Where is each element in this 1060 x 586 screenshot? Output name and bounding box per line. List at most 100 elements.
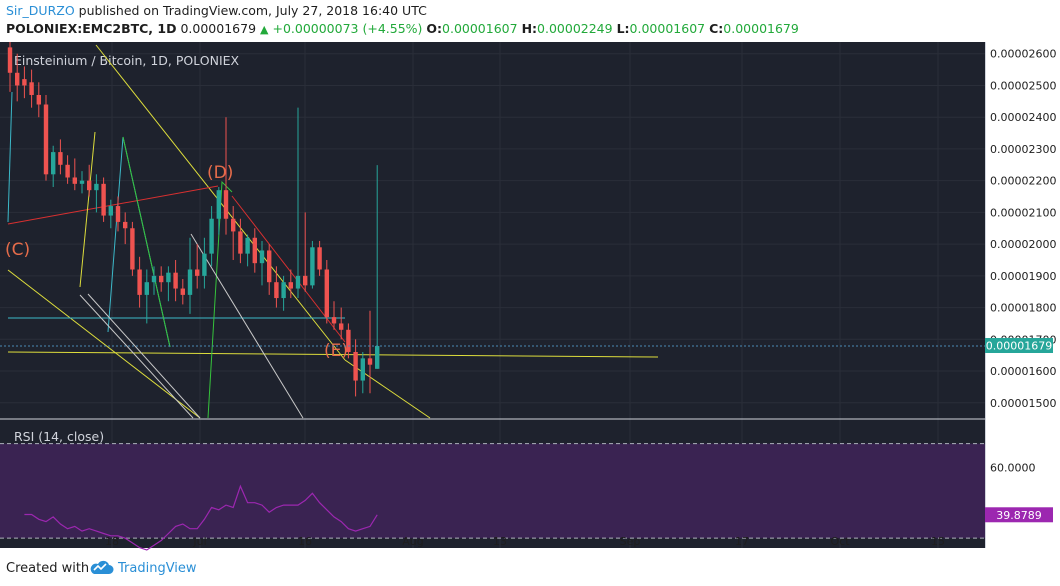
high-value: 0.00002249 <box>537 21 613 36</box>
wave-label-c: (C) <box>5 240 30 260</box>
candle <box>180 279 185 305</box>
y-tick-label: 0.00002500 <box>990 79 1056 92</box>
x-tick-label: Aug <box>402 535 423 548</box>
candle-body <box>137 269 142 295</box>
candle-body <box>58 152 63 165</box>
candle-body <box>65 164 70 178</box>
wave-label-d: (D) <box>207 163 233 183</box>
candle <box>79 171 85 194</box>
high-label: H: <box>521 21 538 36</box>
candle <box>202 237 207 289</box>
candle <box>22 66 27 99</box>
candle-body <box>375 345 380 369</box>
x-tick-label: 18 <box>105 535 119 548</box>
rsi-value-badge <box>985 507 1053 523</box>
candle-body <box>339 323 344 330</box>
y-tick-label: 0.00001600 <box>990 365 1056 378</box>
rsi-tick-label: 60.0000 <box>990 461 1036 474</box>
rsi-line <box>24 484 378 551</box>
candle <box>51 145 56 188</box>
rsi-title: RSI (14, close) <box>14 429 104 444</box>
candle-body <box>130 228 135 270</box>
candle-body <box>187 269 193 295</box>
white-line-1[interactable] <box>87 293 201 419</box>
trendline-drawings[interactable] <box>7 44 659 419</box>
candle-body <box>295 275 301 289</box>
candle-body <box>317 247 322 270</box>
white-line-3[interactable] <box>79 294 194 419</box>
trendline-upper-ext[interactable] <box>344 359 431 419</box>
x-tick-label: Sep <box>620 535 641 548</box>
candle-body <box>353 352 358 381</box>
last-price: 0.00001679 <box>180 21 257 36</box>
candle-body <box>216 190 221 219</box>
time-axis[interactable]: 18 Jul 16 Aug 13 Sep 17 Oct 15 <box>105 535 945 548</box>
candle <box>187 237 193 314</box>
candle-body <box>331 317 337 324</box>
trendline-lower[interactable] <box>7 269 201 419</box>
tradingview-cloud-icon[interactable] <box>88 557 114 579</box>
candle-body <box>346 329 351 353</box>
candle-body <box>72 177 77 184</box>
candle-body <box>173 272 178 289</box>
price-change: +0.00000073 (+4.55%) <box>272 21 423 36</box>
candle <box>151 266 157 295</box>
tradingview-brand-link[interactable]: TradingView <box>118 561 197 576</box>
candle-body <box>202 253 207 276</box>
candle-body <box>252 237 257 264</box>
candle-body <box>144 282 149 295</box>
candle <box>259 240 265 286</box>
candle <box>295 107 301 299</box>
y-tick-label: 0.00001500 <box>990 397 1056 410</box>
candle <box>252 228 257 273</box>
rsi-axis[interactable]: 60.0000 <box>990 461 1036 474</box>
candle-body <box>209 218 214 254</box>
author-link[interactable]: Sir_DURZO <box>6 3 75 18</box>
candle <box>123 212 128 245</box>
yellow-wave[interactable] <box>79 131 96 288</box>
candle-body <box>36 94 41 105</box>
candle <box>173 259 178 302</box>
candle <box>238 218 243 264</box>
candle <box>29 69 34 108</box>
candle <box>137 256 142 308</box>
candle-body <box>310 247 315 286</box>
white-line-2[interactable] <box>190 233 304 419</box>
candle-body <box>29 82 34 95</box>
candle <box>231 206 236 260</box>
candle <box>108 199 113 229</box>
candle-body <box>195 269 200 276</box>
chart-header: Sir_DURZO published on TradingView.com, … <box>0 0 1060 42</box>
candle-body <box>51 152 56 175</box>
price-axis[interactable]: 0.000015000.000016000.000017000.00001800… <box>990 48 1056 410</box>
candle-body <box>324 269 329 318</box>
low-value: 0.00001607 <box>629 21 706 36</box>
candle <box>310 240 315 289</box>
red-channel-line-1[interactable] <box>7 185 219 225</box>
published-text: published on TradingView.com, July 27, 2… <box>78 3 427 18</box>
candle-body <box>288 282 293 289</box>
rsi-band <box>0 443 985 539</box>
candle <box>195 244 200 289</box>
price-chart[interactable]: Einsteinium / Bitcoin, 1D, POLONIEX (C) … <box>0 42 1060 554</box>
low-label: L: <box>616 21 630 36</box>
candle-body <box>123 221 128 229</box>
candle <box>87 164 92 197</box>
candlestick-series <box>7 42 380 397</box>
y-tick-label: 0.00002200 <box>990 175 1056 188</box>
candle <box>58 139 63 175</box>
cyan-line-a[interactable] <box>7 91 13 223</box>
horizontal-support-line[interactable] <box>7 351 659 358</box>
y-tick-label: 0.00002000 <box>990 238 1056 251</box>
candle-body <box>115 206 121 222</box>
candle <box>288 269 293 299</box>
candle-body <box>87 180 92 191</box>
candle <box>281 275 286 311</box>
green-wave-2[interactable] <box>207 180 233 419</box>
y-tick-label: 0.00002300 <box>990 143 1056 156</box>
open-label: O: <box>426 21 443 36</box>
candle <box>159 266 164 292</box>
green-wave-1[interactable] <box>122 136 171 348</box>
candle-body <box>238 231 243 254</box>
candle-body <box>245 237 250 254</box>
